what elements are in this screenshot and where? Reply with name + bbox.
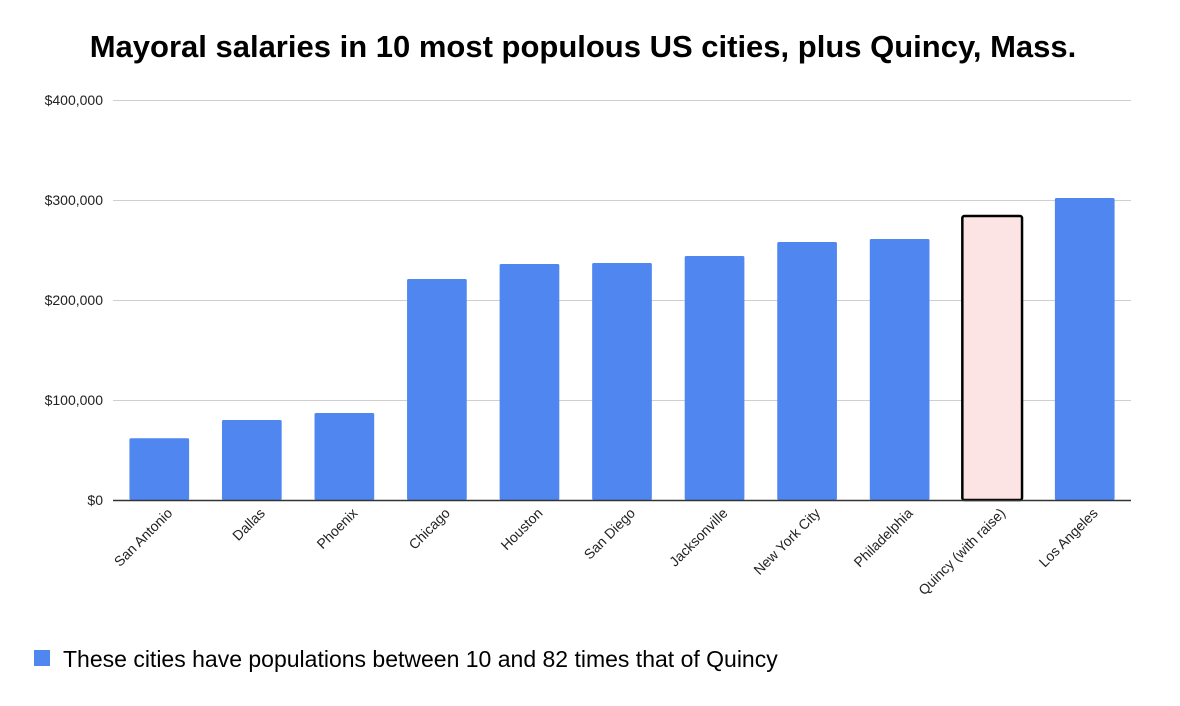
bars: [129, 198, 1115, 502]
bar-philadelphia: [869, 239, 930, 500]
bar-san-diego: [592, 263, 652, 500]
y-tick-label: $300,000: [45, 192, 104, 208]
bar-san-antonio: [129, 438, 190, 500]
bar-houston: [499, 264, 560, 500]
bar-los-angeles: [1054, 198, 1115, 500]
bar-new-york-city: [777, 242, 837, 500]
x-category-label: Chicago: [405, 505, 453, 553]
y-tick-label: $100,000: [45, 392, 104, 408]
x-category-label: Dallas: [229, 505, 268, 544]
bar-quincy-with-raise: [961, 214, 1024, 502]
x-category-label: Jacksonville: [666, 505, 731, 570]
legend-swatch: [34, 650, 50, 666]
x-category-label: San Diego: [581, 505, 639, 563]
x-category-label: Philadelphia: [850, 505, 915, 570]
x-axis-category-labels: San Antonio Dallas Phoenix Chicago Houston Sa…: [111, 505, 1101, 598]
y-tick-label: $0: [87, 492, 103, 508]
x-category-label: San Antonio: [111, 505, 176, 570]
x-category-label: Los Angeles: [1036, 505, 1101, 570]
y-tick-label: $400,000: [45, 92, 104, 108]
x-category-label: Houston: [497, 505, 545, 553]
bar-dallas: [221, 420, 282, 500]
legend: These cities have populations between 10…: [34, 646, 778, 672]
x-category-label: New York City: [750, 505, 823, 578]
x-category-label: Phoenix: [313, 505, 360, 552]
y-axis-tick-labels: $0 $100,000 $200,000 $300,000 $400,000: [45, 92, 104, 508]
bar-phoenix: [314, 413, 375, 500]
legend-label: These cities have populations between 10…: [63, 646, 778, 672]
bar-chicago: [407, 279, 467, 500]
chart-title: Mayoral salaries in 10 most populous US …: [90, 29, 1077, 64]
y-tick-label: $200,000: [45, 292, 104, 308]
x-category-label: Quincy (with raise): [915, 505, 1008, 598]
bar-jacksonville: [684, 256, 745, 500]
